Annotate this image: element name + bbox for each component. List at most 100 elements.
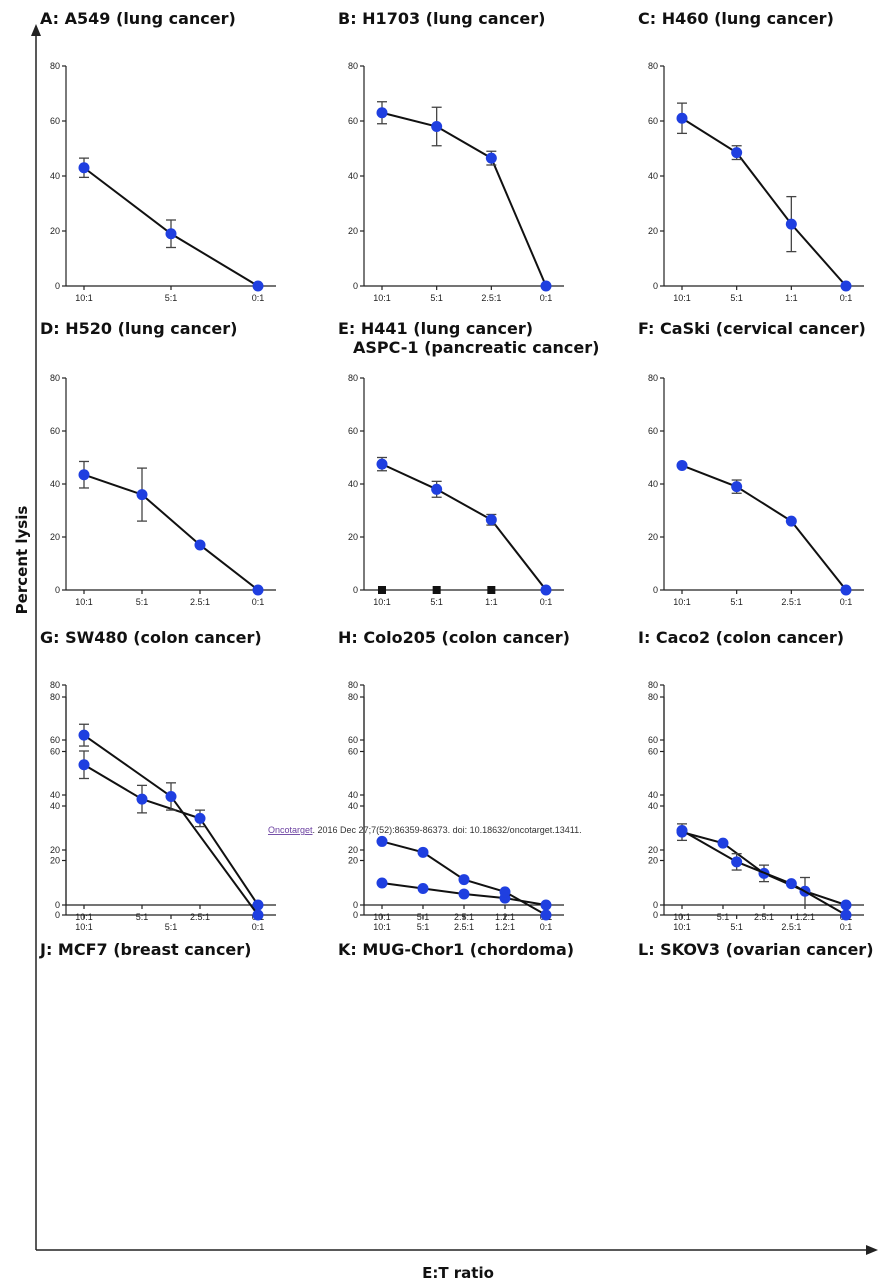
x-tick-label: 2.5:1 <box>454 922 474 932</box>
x-axis-label: E:T ratio <box>422 1264 494 1282</box>
x-tick-label: 2.5:1 <box>754 912 774 922</box>
x-tick-label: 10:1 <box>75 922 93 932</box>
outer-y-arrow <box>31 24 41 36</box>
x-tick-label: 5:1 <box>430 293 443 303</box>
data-point <box>458 874 470 886</box>
x-tick-label: 10:1 <box>75 293 93 303</box>
data-point <box>376 458 388 470</box>
y-tick-label: 40 <box>648 479 658 489</box>
data-point <box>731 147 743 159</box>
y-tick-label: 40 <box>348 479 358 489</box>
x-tick-label: 5:1 <box>136 597 149 607</box>
y-tick-label: 80 <box>648 373 658 383</box>
x-tick-label: 0:1 <box>252 293 265 303</box>
panel-6: F: CaSki (cervical cancer) 0 20 40 60 80 10:1 5… <box>638 319 866 607</box>
y-tick-label: 80 <box>348 61 358 71</box>
y-tick-label: 0 <box>55 281 60 291</box>
panel-title: K: MUG-Chor1 (chordoma) <box>338 940 574 959</box>
data-point <box>431 121 443 132</box>
data-point <box>676 825 688 837</box>
data-point <box>540 280 552 292</box>
x-tick-label: 2.5:1 <box>481 293 501 303</box>
x-tick-label: 5:1 <box>730 597 743 607</box>
x-tick-label: 10:1 <box>373 597 391 607</box>
data-point <box>376 877 388 889</box>
y-tick-label: 80 <box>348 680 358 690</box>
citation-link[interactable]: Oncotarget <box>268 825 313 835</box>
data-point-square <box>487 586 496 594</box>
x-tick-label: 10:1 <box>373 293 391 303</box>
data-point <box>78 759 90 771</box>
data-point <box>165 790 177 802</box>
x-tick-label: 1.2:1 <box>795 912 815 922</box>
y-tick-label: 80 <box>648 692 658 702</box>
data-point <box>136 793 148 805</box>
data-point <box>78 162 90 174</box>
panel-12: L: SKOV3 (ovarian cancer) 0 20 40 60 80 10:1 5:… <box>638 692 874 959</box>
x-tick-label: 10:1 <box>673 922 691 932</box>
panel-title: H: Colo205 (colon cancer) <box>338 628 570 647</box>
y-tick-label: 80 <box>50 373 60 383</box>
panel-title: C: H460 (lung cancer) <box>638 9 834 28</box>
y-tick-label: 40 <box>348 801 358 811</box>
panel-subtitle: ASPC-1 (pancreatic cancer) <box>353 338 599 357</box>
data-point-square <box>432 586 441 594</box>
panel-title: E: H441 (lung cancer) <box>338 319 533 338</box>
y-tick-label: 0 <box>55 900 60 910</box>
panel-title: J: MCF7 (breast cancer) <box>39 940 251 959</box>
panel-title: A: A549 (lung cancer) <box>40 9 236 28</box>
y-tick-label: 0 <box>353 910 358 920</box>
data-point <box>431 483 443 495</box>
y-tick-label: 60 <box>50 426 60 436</box>
y-tick-label: 20 <box>648 532 658 542</box>
panel-4: D: H520 (lung cancer) 0 20 40 60 80 10:1 5:1 2.5… <box>40 319 276 607</box>
panel-title: F: CaSki (cervical cancer) <box>638 319 866 338</box>
data-point <box>840 584 852 596</box>
y-tick-label: 0 <box>653 281 658 291</box>
y-tick-label: 0 <box>353 281 358 291</box>
x-tick-label: 5:1 <box>730 293 743 303</box>
y-tick-label: 20 <box>348 226 358 236</box>
y-tick-label: 20 <box>648 226 658 236</box>
y-tick-label: 20 <box>648 845 658 855</box>
x-tick-label: 5:1 <box>730 922 743 932</box>
x-tick-label: 5:1 <box>717 912 730 922</box>
x-tick-label: 10:1 <box>75 597 93 607</box>
x-tick-label: 0:1 <box>252 597 265 607</box>
data-point <box>717 837 729 849</box>
y-tick-label: 60 <box>50 735 60 745</box>
data-point <box>376 107 388 119</box>
x-tick-label: 10:1 <box>373 922 391 932</box>
x-tick-label: 0:1 <box>252 922 265 932</box>
y-axis-label: Percent lysis <box>13 506 31 615</box>
y-tick-label: 80 <box>50 61 60 71</box>
y-tick-label: 20 <box>50 532 60 542</box>
panel-title: G: SW480 (colon cancer) <box>40 628 262 647</box>
x-tick-label: 0:1 <box>840 597 853 607</box>
panel-title: D: H520 (lung cancer) <box>40 319 237 338</box>
series-line <box>681 117 847 287</box>
x-tick-label: 5:1 <box>417 922 430 932</box>
y-tick-label: 20 <box>50 856 60 866</box>
panel-title: I: Caco2 (colon cancer) <box>638 628 844 647</box>
data-point <box>731 481 743 493</box>
data-point <box>840 280 852 292</box>
y-tick-label: 40 <box>348 171 358 181</box>
y-tick-label: 40 <box>50 479 60 489</box>
x-tick-label: 5:1 <box>430 597 443 607</box>
series-line <box>83 734 259 916</box>
y-tick-label: 60 <box>648 735 658 745</box>
y-tick-label: 80 <box>648 680 658 690</box>
data-point-square <box>378 586 386 594</box>
y-tick-label: 60 <box>50 116 60 126</box>
y-tick-label: 80 <box>648 61 658 71</box>
y-tick-label: 0 <box>653 900 658 910</box>
y-tick-label: 80 <box>50 692 60 702</box>
x-tick-label: 0:1 <box>840 922 853 932</box>
data-point <box>194 812 206 824</box>
y-tick-label: 40 <box>648 171 658 181</box>
y-tick-label: 0 <box>353 900 358 910</box>
data-point <box>376 835 388 847</box>
